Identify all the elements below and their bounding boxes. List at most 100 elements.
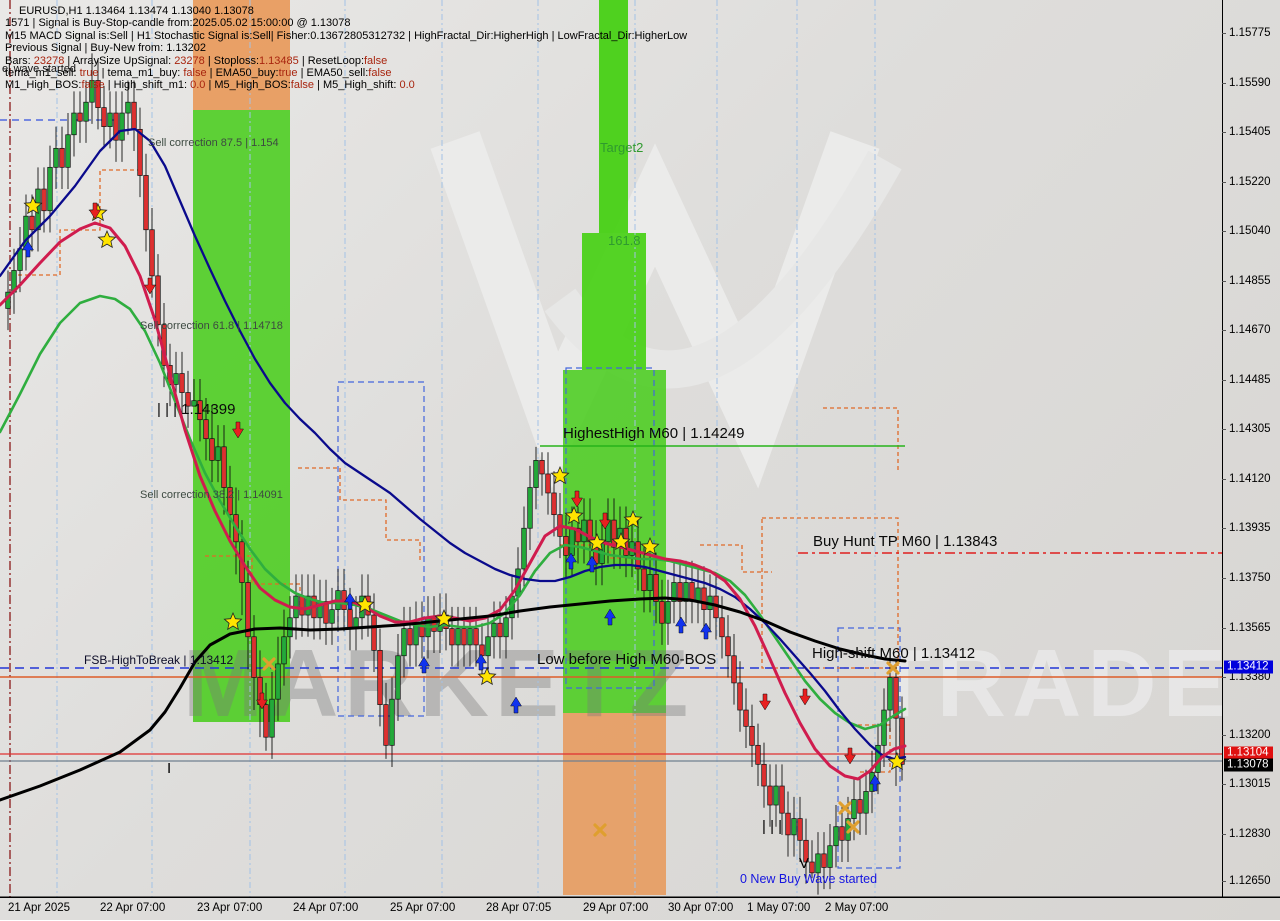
header-text-segment: M15 MACD Signal is:Sell | H1 Stochastic …: [5, 29, 688, 42]
header-text-segment: | High_shift_m1:: [104, 79, 191, 92]
header-text-segment: | tema_m1_buy:: [98, 66, 184, 79]
time-axis[interactable]: 21 Apr 2025 22 Apr 07:00 23 Apr 07:00 24 Ap…: [0, 897, 1280, 921]
fib-161-label: 161.8: [608, 233, 641, 248]
header-overlap-text: el wave started: [2, 63, 76, 75]
buy-arrow: [510, 696, 522, 714]
time-tick-label: 24 Apr 07:00: [293, 902, 359, 914]
exit-x-marker: [838, 801, 852, 815]
price-tick-label: 1.12830: [1222, 828, 1271, 840]
time-tick-label: 28 Apr 07:05: [486, 902, 552, 914]
ma-navy: [0, 127, 907, 761]
header-line-6: tema_m1_sell: true | tema_m1_buy: false …: [5, 67, 687, 79]
price-tick-label: 1.13565: [1222, 622, 1271, 634]
header-text-segment: 1.13485: [259, 54, 299, 67]
exit-x-marker: [886, 661, 900, 675]
sell-arrow: [571, 490, 583, 508]
time-tick-label: 21 Apr 2025: [8, 902, 71, 914]
price-tick-label: 1.12650: [1222, 875, 1271, 887]
price-tick-label: 1.15590: [1222, 77, 1271, 89]
price-tick-label: 1.14485: [1222, 374, 1271, 386]
header-text-segment: 1.13464 1.13474 1.13040 1.13078: [85, 5, 254, 17]
ma-black: [0, 596, 907, 802]
vertical-gridlines: [9, 0, 876, 897]
fractal-high-label: | | | 1.14399: [157, 401, 236, 418]
watermark-logo: [430, 131, 902, 489]
highest-high-label: HighestHigh M60 | 1.14249: [563, 425, 745, 442]
header-text-segment: false: [183, 66, 207, 79]
header-text-segment: | EMA50_buy:: [206, 66, 279, 79]
indicator-header: EURUSD,H1 1.13464 1.13474 1.13040 1.1307…: [5, 5, 687, 92]
star-marker: [477, 666, 497, 686]
sell-arrow: [599, 512, 611, 530]
star-marker: [623, 509, 643, 529]
price-tick-label: 1.15040: [1222, 225, 1271, 237]
buy-arrow: [565, 552, 577, 570]
star-marker: [587, 532, 607, 552]
price-tick-label: 1.13200: [1222, 729, 1271, 741]
header-line-1: EURUSD,H1 1.13464 1.13474 1.13040 1.1307…: [5, 5, 687, 17]
i-mark: I: [167, 760, 172, 777]
header-text-segment: M1_High_BOS:: [5, 79, 82, 92]
header-text-segment: tema_m1_sell:: [5, 66, 80, 79]
low-before-high-label: Low before High M60-BOS: [537, 651, 717, 668]
buy-arrow: [869, 774, 881, 792]
time-tick-label: 2 May 07:00: [825, 902, 889, 914]
price-tick-label: 1.14120: [1222, 473, 1271, 485]
header-text-segment: | M5_High_BOS:: [205, 79, 291, 92]
header-text-segment: true: [278, 66, 298, 79]
star-marker: [223, 611, 243, 631]
fsb-high-to-break-label: FSB-HighToBreak | 1.13412: [84, 653, 234, 667]
price-tick-label: 1.15220: [1222, 176, 1271, 188]
star-marker: [434, 608, 454, 628]
price-tick-label: 1.15775: [1222, 27, 1271, 39]
header-text-segment: false: [368, 66, 392, 79]
header-text-segment: 0.0: [190, 79, 206, 92]
header-line-2: 1571 | Signal is Buy-Stop-candle from:20…: [5, 17, 687, 29]
buy-arrow: [418, 656, 430, 674]
star-marker: [97, 229, 117, 249]
header-line-4: Previous Signal | Buy-New from: 1.13202: [5, 42, 687, 54]
buy-arrow: [675, 616, 687, 634]
header-line-3: M15 MACD Signal is:Sell | H1 Stochastic …: [5, 30, 687, 42]
bar-marks: | | |: [762, 818, 783, 835]
header-text-segment: false: [364, 54, 388, 67]
star-marker: [550, 465, 570, 485]
star-marker: [355, 594, 375, 614]
price-badge: 1.13078: [1224, 758, 1273, 772]
header-text-segment: false: [290, 79, 315, 92]
high-shift-label: High-shift M60 | 1.13412: [812, 645, 976, 662]
time-tick-label: 29 Apr 07:00: [583, 902, 649, 914]
buy-hunt-tp-label: Buy Hunt TP M60 | 1.13843: [813, 533, 998, 550]
watermark-text: MARKETZ TRADE: [183, 630, 1227, 737]
time-tick-label: 22 Apr 07:00: [100, 902, 166, 914]
exit-x-marker: [593, 823, 607, 837]
sell-arrow: [844, 747, 856, 765]
buy-arrow: [22, 240, 34, 258]
buy-arrow: [604, 608, 616, 626]
star-marker: [611, 531, 631, 551]
buy-arrow: [475, 653, 487, 671]
sell-correction-38: Sell correction 38.2 | 1.14091: [140, 489, 283, 501]
header-line-7: M1_High_BOS:false | High_shift_m1: 0.0 |…: [5, 79, 687, 91]
price-tick-label: 1.13015: [1222, 778, 1271, 790]
sell-arrow: [89, 202, 101, 220]
exit-x-marker: [846, 820, 860, 834]
time-tick-label: 1 May 07:00: [747, 902, 811, 914]
price-tick-label: 1.14855: [1222, 275, 1271, 287]
sell-arrow: [256, 692, 268, 710]
sell-correction-87: Sell correction 87.5 | 1.154: [148, 137, 279, 149]
sell-arrow: [232, 421, 244, 439]
header-text-segment: 1571 | Signal is Buy-Stop-candle from:20…: [5, 17, 351, 30]
buy-arrow: [700, 622, 712, 640]
sell-arrow: [144, 277, 156, 295]
price-tick-label: 1.13380: [1222, 671, 1271, 683]
header-text-segment: false: [81, 79, 105, 92]
time-tick-label: 23 Apr 07:00: [197, 902, 263, 914]
price-badge: 1.13104: [1224, 746, 1273, 760]
price-badge: 1.13412: [1224, 660, 1273, 674]
sell-arrow: [759, 693, 771, 711]
header-text-segment: Bars:: [5, 54, 34, 67]
star-marker: [564, 505, 584, 525]
price-axis[interactable]: 1.15775 1.15590 1.15405 1.15220 1.15040 1.148…: [1222, 0, 1280, 897]
